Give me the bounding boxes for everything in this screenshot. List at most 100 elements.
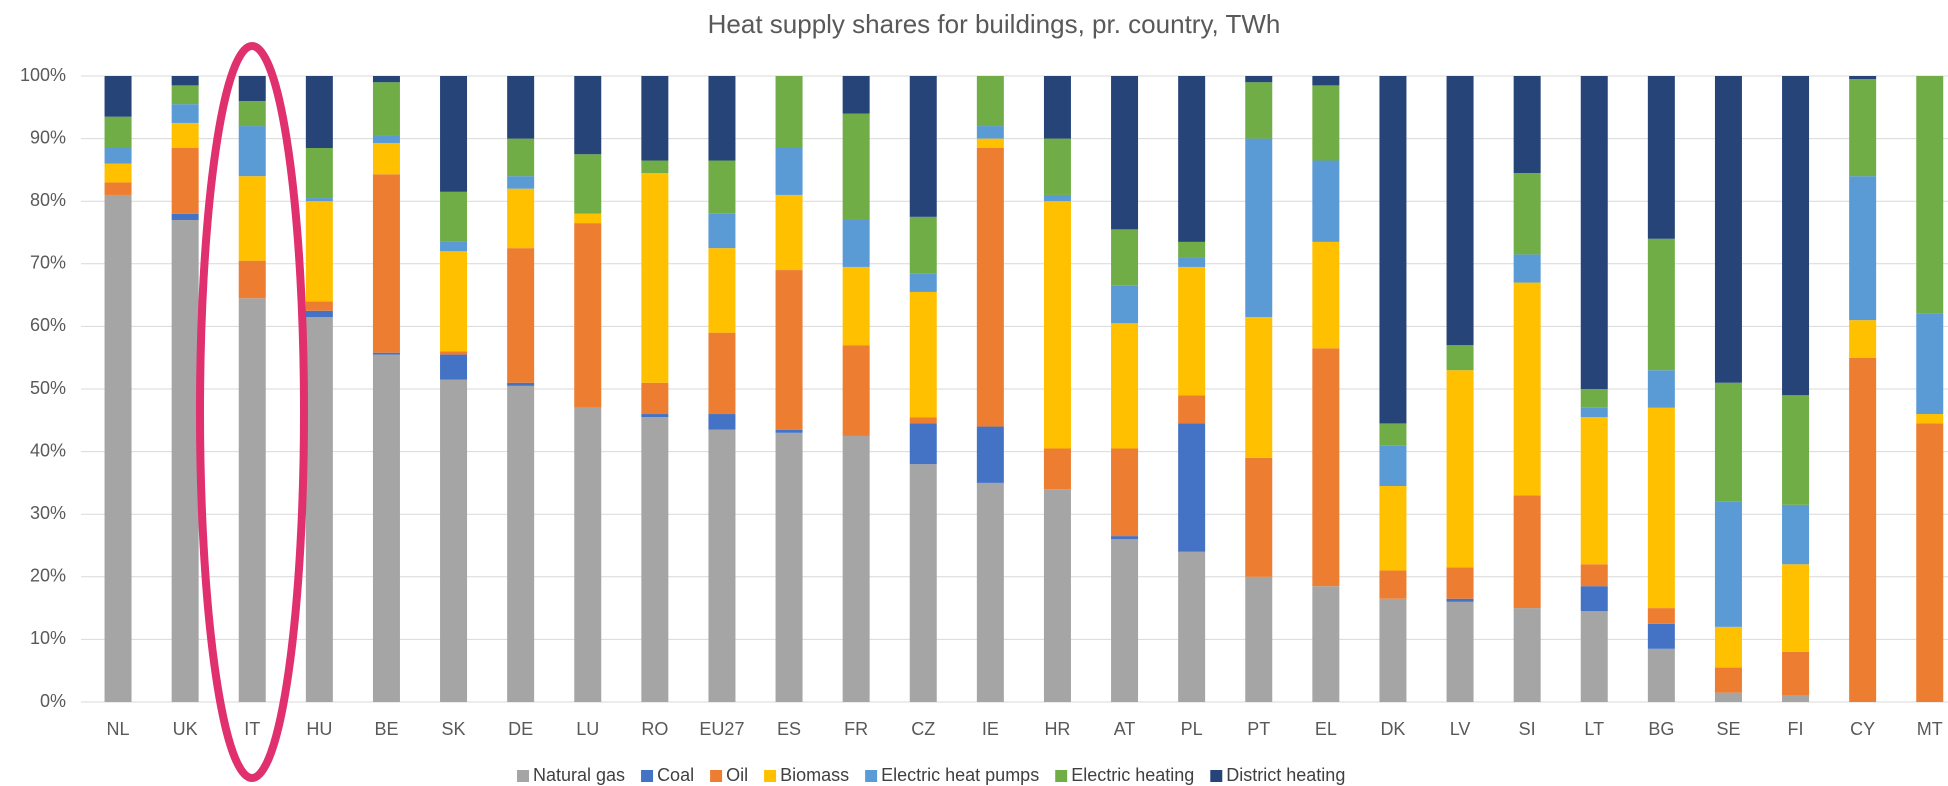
bar-segment — [372, 354, 400, 702]
bar-segment — [1379, 598, 1407, 702]
bar-segment — [171, 85, 199, 105]
bar-segment — [1043, 201, 1071, 449]
bar-segment — [1916, 414, 1944, 424]
bar-segment — [1379, 445, 1407, 487]
bar-segment — [238, 298, 266, 702]
bar-segment — [1916, 313, 1944, 415]
legend-swatch — [641, 770, 654, 782]
bar-segment — [842, 219, 870, 267]
bar-segment — [238, 76, 266, 102]
bar-segment — [305, 147, 333, 199]
x-tick-label: LU — [576, 719, 599, 739]
bar-segment — [1647, 370, 1675, 408]
bar-segment — [1043, 138, 1071, 195]
bar-segment — [1178, 423, 1206, 552]
x-tick-label: HR — [1044, 719, 1070, 739]
bar-segment — [507, 248, 535, 383]
x-tick-label: FI — [1788, 719, 1804, 739]
bar-segment — [440, 354, 468, 380]
legend-label: Oil — [726, 765, 748, 785]
bar-segment — [1111, 448, 1139, 537]
bar-segment — [842, 76, 870, 114]
bar-segment — [1782, 651, 1810, 696]
bar-segment — [1782, 695, 1810, 702]
bar-segment — [1178, 551, 1206, 702]
y-tick-label: 30% — [30, 503, 66, 523]
bar-segment — [1312, 586, 1340, 702]
bar-segment — [842, 345, 870, 436]
bar-segment — [1714, 667, 1742, 693]
x-tick-label: SI — [1519, 719, 1536, 739]
bar-segment — [1446, 598, 1474, 602]
bar-segment — [104, 163, 132, 183]
bar-segment — [909, 291, 937, 418]
bar-segment — [574, 213, 602, 224]
bar-segment — [641, 173, 669, 383]
legend-label: Coal — [657, 765, 694, 785]
y-tick-label: 20% — [30, 566, 66, 586]
x-tick-label: SK — [442, 719, 466, 739]
y-tick-label: 60% — [30, 315, 66, 335]
bar-segment — [1513, 254, 1541, 283]
bar-segment — [641, 414, 669, 418]
x-tick-label: HU — [306, 719, 332, 739]
y-tick-label: 0% — [40, 691, 66, 711]
bar-segment — [507, 176, 535, 189]
bar-segment — [1111, 285, 1139, 324]
bar-segment — [1111, 539, 1139, 702]
bar-segment — [238, 176, 266, 261]
bar-segment — [708, 213, 736, 249]
bar-segment — [1849, 320, 1877, 358]
bar-segment — [1043, 194, 1071, 202]
bar-segment — [1312, 160, 1340, 242]
bar-segment — [372, 142, 400, 175]
bar-segment — [171, 122, 199, 148]
bar-segment — [1043, 489, 1071, 702]
x-tick-label: NL — [107, 719, 130, 739]
bar-segment — [171, 147, 199, 214]
bar-segment — [1916, 423, 1944, 702]
bar-segment — [1513, 76, 1541, 174]
bar-segment — [507, 188, 535, 249]
bar-segment — [1111, 229, 1139, 286]
bar-segment — [305, 201, 333, 302]
bar-segment — [1647, 648, 1675, 702]
x-tick-label: DE — [508, 719, 533, 739]
bar-segment — [1111, 323, 1139, 449]
bar-segment — [372, 135, 400, 143]
bar-segment — [440, 241, 468, 252]
x-tick-label: EU27 — [699, 719, 744, 739]
legend-swatch — [710, 770, 723, 782]
bar-segment — [1178, 76, 1206, 242]
legend-swatch — [517, 770, 529, 782]
bar-segment — [708, 414, 736, 430]
bar-segment — [909, 417, 937, 424]
bar-segment — [1782, 564, 1810, 652]
bar-segment — [440, 351, 468, 355]
bar-segment — [1647, 608, 1675, 624]
bar-segment — [1714, 626, 1742, 668]
bar-segment — [641, 76, 669, 161]
x-tick-label: RO — [641, 719, 668, 739]
x-tick-label: EL — [1315, 719, 1337, 739]
bar-segment — [104, 147, 132, 164]
x-tick-label: DK — [1380, 719, 1405, 739]
bar-segment — [1178, 241, 1206, 258]
bar-segment — [708, 332, 736, 415]
y-tick-label: 90% — [30, 127, 66, 147]
bar-segment — [1580, 389, 1608, 408]
bar-segment — [1312, 85, 1340, 161]
bar-segment — [976, 147, 1004, 427]
bar-segment — [1647, 76, 1675, 239]
x-tick-label: FR — [844, 719, 868, 739]
bar-segment — [1714, 76, 1742, 383]
bar-segment — [1849, 76, 1877, 80]
bar-segment — [909, 273, 937, 292]
bar-segment — [1312, 348, 1340, 587]
bar-segment — [1178, 266, 1206, 396]
bar-segment — [1580, 76, 1608, 389]
bar-segment — [507, 382, 535, 386]
x-tick-label: CZ — [911, 719, 935, 739]
bar-segment — [1245, 317, 1273, 458]
bar-segment — [1245, 576, 1273, 702]
